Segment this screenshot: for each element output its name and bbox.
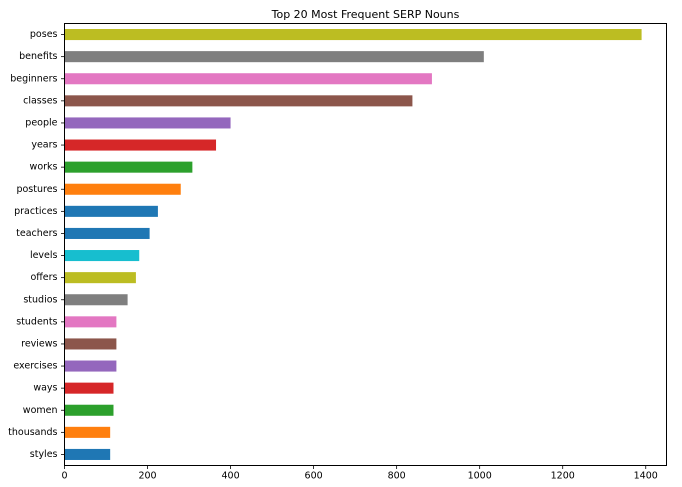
y-tick-label: beginners	[10, 73, 57, 84]
y-axis: poses benefits beginners classes people years…	[8, 29, 65, 460]
y-tick-label: thousands	[8, 427, 57, 438]
y-tick-label: years	[31, 140, 57, 151]
y-tick-label: postures	[16, 184, 57, 195]
x-tick-label: 400	[221, 471, 239, 482]
bar-reviews	[64, 338, 117, 350]
y-tick-label: levels	[30, 250, 58, 261]
bar-offers	[64, 272, 136, 284]
y-tick-label: poses	[30, 29, 58, 40]
bar-styles	[64, 448, 111, 460]
x-tick-label: 1400	[634, 471, 658, 482]
y-tick-label: students	[16, 316, 57, 327]
y-tick-label: classes	[23, 95, 57, 106]
y-tick-label: offers	[30, 272, 57, 283]
plot-frame	[64, 23, 667, 466]
y-tick-label: people	[25, 117, 57, 128]
y-tick-label: studios	[23, 294, 57, 305]
bar-practices	[64, 205, 158, 217]
bar-exercises	[64, 360, 117, 372]
y-tick-label: styles	[30, 449, 58, 460]
x-tick-label: 1000	[468, 471, 492, 482]
bar-postures	[64, 183, 181, 195]
x-axis: 0 200 400 600 800 1000 1200 1400	[61, 465, 658, 482]
y-tick-label: women	[23, 405, 58, 416]
bar-benefits	[64, 51, 484, 63]
bar-years	[64, 139, 217, 151]
y-tick-label: exercises	[13, 361, 57, 372]
chart-title: Top 20 Most Frequent SERP Nouns	[271, 8, 460, 21]
bars-group	[64, 29, 642, 460]
y-tick-label: reviews	[21, 338, 57, 349]
x-tick-label: 600	[305, 471, 323, 482]
bar-studios	[64, 294, 128, 306]
y-tick-label: ways	[33, 383, 57, 394]
bar-thousands	[64, 426, 111, 438]
x-tick-label: 800	[388, 471, 406, 482]
bar-levels	[64, 250, 140, 262]
y-tick-label: benefits	[19, 51, 57, 62]
bar-people	[64, 117, 231, 129]
bar-poses	[64, 29, 642, 41]
x-tick-label: 0	[61, 471, 67, 482]
bar-beginners	[64, 73, 432, 85]
bar-women	[64, 404, 114, 416]
bar-works	[64, 161, 193, 173]
bar-students	[64, 316, 117, 328]
y-tick-label: teachers	[16, 228, 57, 239]
y-tick-label: works	[30, 162, 58, 173]
x-tick-label: 1200	[551, 471, 575, 482]
bar-ways	[64, 382, 114, 394]
bar-classes	[64, 95, 413, 107]
y-tick-label: practices	[14, 206, 57, 217]
bar-teachers	[64, 227, 150, 239]
x-tick-label: 200	[138, 471, 156, 482]
